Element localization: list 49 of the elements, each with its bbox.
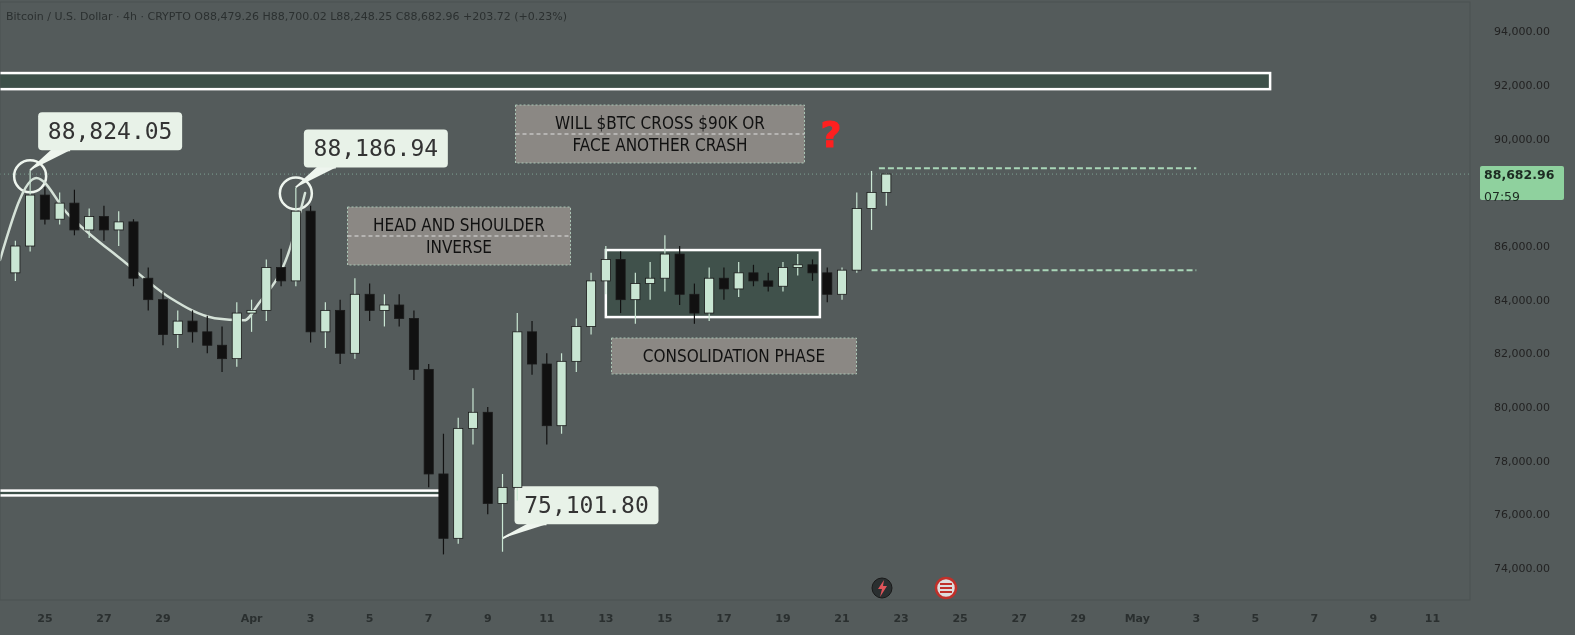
candlestick (763, 272, 774, 293)
candlestick (822, 266, 833, 303)
candlestick (394, 293, 405, 328)
candlestick (645, 261, 656, 301)
candlestick (733, 261, 744, 298)
annotation: CONSOLIDATION PHASE (642, 346, 826, 366)
annotation: 88,186.94 (313, 135, 439, 162)
candlestick (217, 325, 228, 373)
y-tick-label: 82,000.00 (1494, 347, 1550, 361)
annotation: 75,101.80 (524, 492, 649, 519)
candlestick (748, 264, 759, 287)
candlestick (807, 258, 818, 282)
candlestick (881, 173, 892, 207)
candlestick (187, 309, 198, 344)
candlestick (84, 207, 95, 239)
candlestick (276, 248, 287, 287)
annotation: HEAD AND SHOULDER INVERSE (373, 215, 546, 257)
candlestick (866, 170, 877, 231)
candlestick (113, 210, 124, 247)
candlestick (54, 191, 65, 226)
annotation: WILL $BTC CROSS $90K OR FACE ANOTHER CRASH (555, 113, 766, 155)
candlestick (364, 282, 375, 322)
y-tick-label: 90,000.00 (1494, 132, 1550, 146)
candlestick (718, 266, 729, 301)
y-tick-label: 86,000.00 (1494, 240, 1550, 254)
candlestick (497, 473, 508, 553)
annotation: ? (820, 114, 842, 155)
y-tick-label: 76,000.00 (1494, 508, 1550, 522)
y-tick-label: 80,000.00 (1494, 400, 1550, 414)
candlestick (689, 282, 700, 325)
candlestick (320, 301, 331, 349)
y-tick-label: 92,000.00 (1494, 79, 1550, 93)
candlestick (468, 387, 478, 446)
candlestick (792, 253, 803, 277)
y-tick-label: 94,000.00 (1494, 25, 1550, 39)
candlestick (600, 245, 611, 295)
candlestick (98, 205, 109, 242)
y-tick-label: 84,000.00 (1494, 293, 1550, 307)
ref-line-label: 88,682.96 (1484, 167, 1555, 183)
candlestick (630, 272, 641, 325)
text: 07:59 (1484, 189, 1521, 204)
candlestick (202, 315, 213, 354)
y-tick-label: 74,000.00 (1494, 561, 1550, 575)
y-tick-label: 78,000.00 (1494, 454, 1550, 468)
annotation: 88,824.05 (47, 118, 173, 145)
candlestick (143, 266, 154, 311)
candlestick (172, 309, 183, 349)
candlestick (379, 293, 390, 328)
candlestick (778, 261, 788, 293)
